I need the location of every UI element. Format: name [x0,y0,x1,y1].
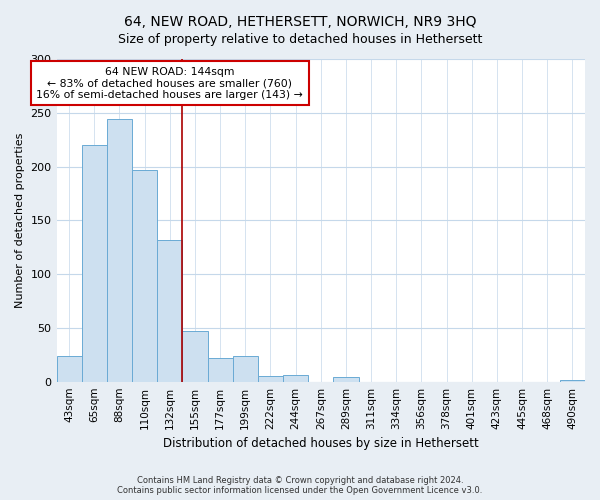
Bar [107,119,132,382]
Bar [233,356,258,382]
Text: Size of property relative to detached houses in Hethersett: Size of property relative to detached ho… [118,32,482,46]
Bar [157,240,182,382]
Bar [208,358,233,382]
Text: Contains HM Land Registry data © Crown copyright and database right 2024.
Contai: Contains HM Land Registry data © Crown c… [118,476,482,495]
Bar [283,375,308,382]
Bar [258,376,283,382]
Text: 64 NEW ROAD: 144sqm
← 83% of detached houses are smaller (760)
16% of semi-detac: 64 NEW ROAD: 144sqm ← 83% of detached ho… [37,66,303,100]
Text: 64, NEW ROAD, HETHERSETT, NORWICH, NR9 3HQ: 64, NEW ROAD, HETHERSETT, NORWICH, NR9 3… [124,15,476,29]
Bar [82,145,107,382]
Bar [560,380,585,382]
Y-axis label: Number of detached properties: Number of detached properties [15,132,25,308]
Bar [182,331,208,382]
X-axis label: Distribution of detached houses by size in Hethersett: Distribution of detached houses by size … [163,437,479,450]
Bar [132,170,157,382]
Bar [334,378,359,382]
Bar [56,356,82,382]
